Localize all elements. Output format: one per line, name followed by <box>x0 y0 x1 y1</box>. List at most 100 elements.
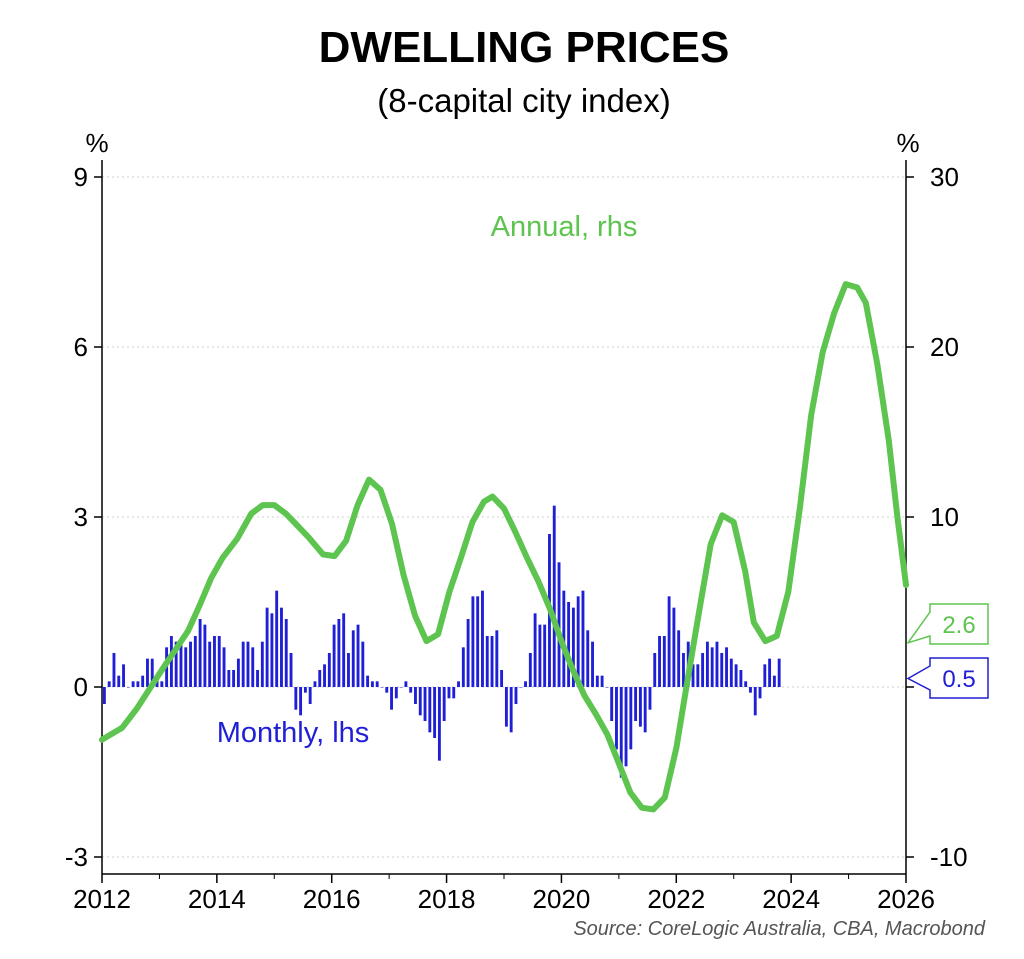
bar-monthly <box>691 664 695 687</box>
bar-monthly <box>758 687 762 699</box>
bar-monthly <box>586 630 590 687</box>
bar-monthly <box>294 687 298 710</box>
bar-monthly <box>160 681 164 687</box>
bar-monthly <box>246 641 250 687</box>
bar-monthly <box>370 681 374 687</box>
bar-monthly <box>581 590 585 687</box>
bar-monthly <box>576 596 580 687</box>
bar-monthly <box>734 664 738 687</box>
bar-monthly <box>643 687 647 733</box>
bar-monthly <box>146 658 149 687</box>
bar-monthly <box>729 658 733 687</box>
bar-monthly <box>662 636 666 687</box>
bar-monthly <box>763 664 767 687</box>
bar-monthly <box>749 687 752 693</box>
bar-monthly <box>222 647 226 687</box>
bar-monthly <box>725 647 728 687</box>
bar-monthly <box>514 687 518 704</box>
bar-monthly <box>682 653 685 687</box>
bar-monthly <box>595 675 599 687</box>
bar-monthly <box>337 619 341 687</box>
annotation-monthly: Monthly, lhs <box>217 717 370 749</box>
bar-monthly <box>260 641 264 687</box>
bar-monthly <box>677 630 681 687</box>
bar-monthly <box>265 607 269 687</box>
bar-monthly <box>313 681 317 687</box>
bar-monthly <box>184 647 188 687</box>
chart-subtitle: (8-capital city index) <box>377 82 670 119</box>
left-axis-tick-label: 3 <box>74 502 88 532</box>
bar-monthly <box>308 687 312 704</box>
bar-monthly <box>270 613 274 687</box>
plot-area: 9630-33020100-10201220142016201820202022… <box>65 160 989 914</box>
bar-monthly <box>203 624 207 687</box>
bar-monthly <box>500 670 504 687</box>
bar-monthly <box>399 687 403 688</box>
bar-monthly <box>457 681 460 687</box>
bar-monthly <box>327 653 331 687</box>
bar-monthly <box>284 619 288 687</box>
bar-monthly <box>447 687 451 699</box>
bar-monthly <box>720 653 724 687</box>
bar-monthly <box>772 675 776 687</box>
bar-monthly <box>528 653 532 687</box>
bar-monthly <box>710 647 714 687</box>
right-axis-tick-label: 10 <box>930 502 959 532</box>
x-axis-tick-label: 2012 <box>73 884 131 914</box>
bar-monthly <box>428 687 432 733</box>
bar-monthly <box>179 641 183 687</box>
bar-monthly <box>519 687 523 688</box>
source-note: Source: CoreLogic Australia, CBA, Macrob… <box>573 918 986 940</box>
bar-monthly <box>509 687 513 733</box>
bar-monthly <box>208 641 212 687</box>
bar-monthly <box>390 687 393 710</box>
bar-monthly <box>562 590 566 687</box>
bar-monthly <box>615 687 618 750</box>
bar-monthly <box>476 596 480 687</box>
bar-monthly <box>624 687 628 767</box>
bar-monthly <box>696 664 700 687</box>
bar-monthly <box>122 664 125 687</box>
bar-monthly <box>777 658 781 687</box>
bar-monthly <box>193 636 197 687</box>
left-axis-tick-label: 9 <box>74 162 88 192</box>
bar-monthly <box>667 596 671 687</box>
annotation-annual: Annual, rhs <box>491 211 638 243</box>
bar-monthly <box>543 624 547 687</box>
left-axis-unit: % <box>85 128 108 158</box>
bar-monthly <box>112 653 116 687</box>
bar-monthly <box>461 647 465 687</box>
bar-monthly <box>538 624 542 687</box>
bar-monthly <box>634 687 638 721</box>
bar-monthly <box>471 596 475 687</box>
x-axis-tick-label: 2014 <box>188 884 246 914</box>
bar-monthly <box>658 636 661 687</box>
bar-monthly <box>213 636 216 687</box>
x-axis-tick-label: 2022 <box>647 884 705 914</box>
bar-monthly <box>433 687 437 738</box>
bar-monthly <box>466 619 470 687</box>
bar-monthly <box>485 636 489 687</box>
bar-monthly <box>705 641 709 687</box>
bar-monthly <box>141 675 145 687</box>
bar-monthly <box>131 681 135 687</box>
x-axis-tick-label: 2016 <box>303 884 361 914</box>
bar-monthly <box>241 641 245 687</box>
bar-monthly <box>318 670 322 687</box>
callout-label: 2.6 <box>942 612 975 639</box>
left-axis-tick-label: -3 <box>65 842 88 872</box>
bar-monthly <box>375 681 379 687</box>
bar-monthly <box>299 687 303 716</box>
bar-monthly <box>701 653 705 687</box>
bar-monthly <box>251 647 255 687</box>
bar-monthly <box>744 681 748 687</box>
bar-monthly <box>524 681 527 687</box>
bar-monthly <box>533 613 537 687</box>
chart-title: DWELLING PRICES <box>319 23 730 72</box>
bar-monthly <box>342 613 346 687</box>
bar-monthly <box>629 687 633 750</box>
bar-monthly <box>366 675 370 687</box>
bar-monthly <box>232 670 236 687</box>
right-axis-tick-label: -10 <box>930 842 968 872</box>
bar-monthly <box>275 590 279 687</box>
